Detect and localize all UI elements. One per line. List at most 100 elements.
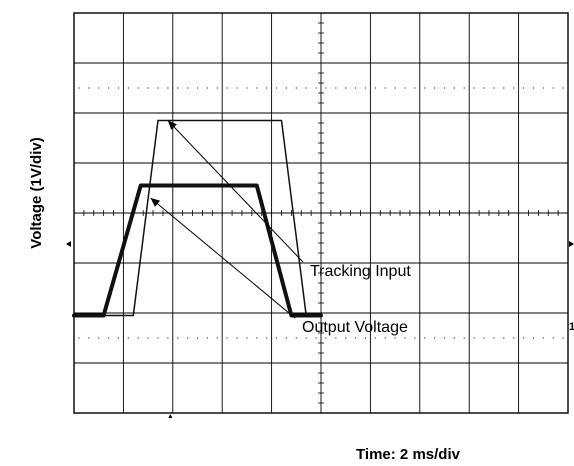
channel-marker: 1 <box>569 321 574 333</box>
grid-dot <box>404 87 406 89</box>
grid-dot <box>127 337 129 339</box>
grid-dot <box>493 337 495 339</box>
grid-dot <box>325 337 327 339</box>
grid-dot <box>226 337 228 339</box>
grid-dot <box>345 337 347 339</box>
grid-dot <box>315 337 317 339</box>
grid-dot <box>315 87 317 89</box>
grid-dot <box>424 337 426 339</box>
grid-dot <box>98 337 100 339</box>
grid-dot <box>266 337 268 339</box>
grid-dot <box>374 87 376 89</box>
grid-dot <box>542 87 544 89</box>
grid-dot <box>167 87 169 89</box>
grid-dot <box>157 87 159 89</box>
grid-dot <box>453 87 455 89</box>
grid-dot <box>364 337 367 339</box>
annotation-leader <box>150 197 296 319</box>
grid-dot <box>374 337 376 339</box>
traces <box>72 119 323 318</box>
grid-dot <box>256 87 258 89</box>
grid-dot <box>552 87 554 89</box>
grid-dot <box>275 337 278 339</box>
grid-dot <box>335 337 337 339</box>
grid-dot <box>137 87 139 89</box>
grid-dot <box>384 337 386 339</box>
grid-dot <box>177 87 179 89</box>
grid-dot <box>107 87 110 89</box>
grid-dot <box>187 87 189 89</box>
grid-dot <box>562 337 564 339</box>
x-axis-label: Time: 2 ms/div <box>356 446 461 463</box>
trigger-marker <box>168 414 173 418</box>
annotation-label: Output Voltage <box>302 319 408 336</box>
grid-dot <box>266 87 268 89</box>
grid-dot <box>137 337 139 339</box>
grid-dot <box>246 87 248 89</box>
grid-dot <box>434 87 436 89</box>
grid-dot <box>562 87 564 89</box>
grid-dot <box>345 87 347 89</box>
grid-dot <box>473 87 475 89</box>
grid-dot <box>78 87 80 89</box>
annotation-arrowhead <box>167 120 177 130</box>
grid-dot <box>414 337 416 339</box>
grid-dot <box>493 87 495 89</box>
grid-dot <box>532 87 535 89</box>
series-output-voltage-line <box>72 183 323 318</box>
grid-dot <box>147 337 149 339</box>
grid-dot <box>285 87 288 89</box>
grid-dot <box>513 337 515 339</box>
grid-dot <box>404 337 406 339</box>
grid-dot <box>305 87 307 89</box>
grid-dot <box>285 337 288 339</box>
grid-dot <box>236 337 238 339</box>
grid-dot <box>206 337 208 339</box>
grid-dot <box>78 337 80 339</box>
grid-dot <box>453 337 455 339</box>
grid-dot <box>463 87 465 89</box>
grid-dot <box>98 87 100 89</box>
grid-dot <box>157 337 159 339</box>
grid-dot <box>414 87 416 89</box>
grid-dot <box>196 87 199 89</box>
grid-dot <box>384 87 386 89</box>
grid-dot <box>177 337 179 339</box>
grid-dot <box>226 87 228 89</box>
grid-dot <box>88 87 90 89</box>
graticule: 1 <box>66 12 574 418</box>
grid-dot <box>503 337 505 339</box>
grid-dot <box>394 87 396 89</box>
grid-dot <box>394 337 396 339</box>
grid-dot <box>424 87 426 89</box>
grid-dot <box>354 87 357 89</box>
grid-dot <box>88 337 90 339</box>
grid-dot <box>335 87 337 89</box>
grid-dot <box>236 87 238 89</box>
grid-dot <box>443 87 446 89</box>
grid-dot <box>117 87 120 89</box>
grid-dot <box>256 337 258 339</box>
grid-dot <box>246 337 248 339</box>
annotation-arrowhead <box>150 198 161 207</box>
grid-dot <box>443 337 446 339</box>
y-axis-label: Voltage (1V/div) <box>28 137 45 248</box>
grid-dot <box>522 87 525 89</box>
grid-dot <box>275 87 278 89</box>
annotations: Tracking Input Output Voltage <box>150 120 411 336</box>
grid-dot <box>107 337 110 339</box>
grid-dot <box>364 87 367 89</box>
grid-dot <box>503 87 505 89</box>
grid-dot <box>552 337 554 339</box>
grid-dot <box>295 337 297 339</box>
grid-dot <box>216 337 218 339</box>
grid-dot <box>513 87 515 89</box>
grid-dot <box>325 87 327 89</box>
grid-dot <box>147 87 149 89</box>
annotation-leader <box>167 120 304 263</box>
grid-dot <box>216 87 218 89</box>
grid-dot <box>473 337 475 339</box>
grid-dot <box>463 337 465 339</box>
grid-dot <box>295 87 297 89</box>
grid-dot <box>206 87 208 89</box>
